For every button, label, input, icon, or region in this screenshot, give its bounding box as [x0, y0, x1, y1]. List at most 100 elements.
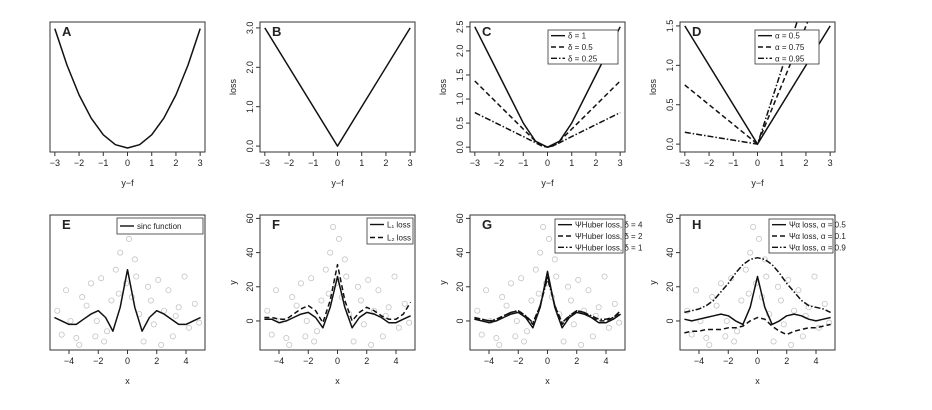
- scatter-point: [343, 273, 350, 280]
- scatter-point: [734, 328, 741, 335]
- panel-c-legend: δ = 1 δ = 0.5 δ = 0.25: [547, 29, 619, 65]
- scatter-point: [474, 307, 481, 314]
- x-axis-title: y−f: [541, 178, 554, 188]
- scatter-point: [713, 302, 720, 309]
- scatter-point: [341, 256, 348, 263]
- x-axis-title: y−f: [751, 178, 764, 188]
- scatter-point: [601, 273, 608, 280]
- panel-d-plot: [684, 22, 831, 145]
- scatter-point: [532, 266, 539, 273]
- x-tick-label: 2: [364, 356, 369, 366]
- scatter-point: [575, 276, 582, 283]
- x-axis-title: y−f: [121, 178, 134, 188]
- y-tick-label: 0.5: [665, 98, 675, 111]
- scatter-point: [551, 256, 558, 263]
- scatter-point: [191, 300, 198, 307]
- scatter-point: [581, 307, 588, 314]
- scatter-point: [750, 223, 757, 230]
- x-tick-label: 0: [545, 356, 550, 366]
- scatter-point: [303, 317, 310, 324]
- scatter-point: [330, 223, 337, 230]
- scatter-point: [181, 273, 188, 280]
- x-tick-label: 0: [755, 158, 760, 168]
- x-tick-label: 0: [125, 158, 130, 168]
- series-line: [264, 27, 411, 147]
- scatter-point: [688, 331, 695, 338]
- panel-h-plot: [684, 223, 833, 348]
- legend-label: α = 0.75: [775, 43, 805, 52]
- x-tick-label: −4: [484, 356, 494, 366]
- panel-g-legend: ΨHuber loss, δ = 4 ΨHuber loss, δ = 2 ΨHub…: [554, 218, 643, 254]
- scatter-point: [382, 312, 389, 319]
- scatter-point: [371, 307, 378, 314]
- scatter-point: [742, 266, 749, 273]
- legend-box: [116, 217, 204, 235]
- scatter-point: [108, 297, 115, 304]
- x-tick-label: −4: [694, 356, 704, 366]
- scatter-point: [545, 235, 552, 242]
- scatter-point: [693, 287, 700, 294]
- scatter-point: [196, 319, 203, 326]
- scatter-point: [314, 328, 321, 335]
- y-axis-title: y: [438, 280, 448, 285]
- x-tick-label: −1: [308, 158, 318, 168]
- scatter-point: [738, 297, 745, 304]
- scatter-point: [308, 275, 315, 282]
- scatter-point: [368, 341, 375, 348]
- scatter-point: [706, 341, 713, 348]
- scatter-point: [401, 300, 408, 307]
- legend-label: ΨHuber loss, δ = 4: [575, 221, 643, 230]
- scatter-point: [722, 333, 729, 340]
- scatter-point: [589, 333, 596, 340]
- scatter-point: [728, 275, 735, 282]
- scatter-point: [616, 319, 623, 326]
- x-tick-label: 0: [125, 356, 130, 366]
- series-line: [474, 111, 621, 148]
- x-tick-label: −2: [723, 356, 733, 366]
- legend-label: L₂ loss: [387, 234, 411, 243]
- legend-label: δ = 0.25: [568, 54, 598, 63]
- x-tick-label: 0: [755, 356, 760, 366]
- scatter-point: [585, 287, 592, 294]
- panel-e-letter: E: [62, 217, 71, 232]
- panel-c-plot: [474, 26, 621, 148]
- scatter-point: [83, 302, 90, 309]
- scatter-point: [101, 338, 108, 345]
- scatter-point: [811, 273, 818, 280]
- panel-d-letter: D: [692, 24, 701, 39]
- scatter-point: [553, 273, 560, 280]
- series-line: [684, 275, 831, 326]
- scatter-point: [395, 324, 402, 331]
- y-tick-label: 20: [665, 282, 675, 292]
- series-line: [264, 275, 411, 329]
- scatter-point: [67, 317, 74, 324]
- legend-label: sinc function: [137, 222, 181, 231]
- x-tick-label: 3: [198, 158, 203, 168]
- scatter-point: [763, 273, 770, 280]
- scatter-point: [785, 276, 792, 283]
- scatter-point: [365, 276, 372, 283]
- y-tick-label: 1.0: [245, 100, 255, 113]
- x-tick-label: 2: [383, 158, 388, 168]
- y-tick-label: 1.5: [455, 69, 465, 82]
- scatter-point: [745, 290, 752, 297]
- scatter-point: [140, 338, 147, 345]
- scatter-point: [104, 328, 111, 335]
- y-axis-title: y: [228, 280, 238, 285]
- panel-b-frame: [259, 21, 416, 153]
- scatter-point: [54, 307, 61, 314]
- x-tick-label: −1: [518, 158, 528, 168]
- scatter-point: [513, 317, 520, 324]
- y-tick-label: 20: [245, 282, 255, 292]
- panel-e-legend: sinc function: [116, 217, 204, 235]
- scatter-point: [385, 304, 392, 311]
- scatter-point: [483, 287, 490, 294]
- panel-b-letter: B: [272, 24, 281, 39]
- legend-label: α = 0.95: [775, 54, 805, 63]
- legend-label: δ = 1: [568, 32, 587, 41]
- y-tick-label: 1.5: [665, 20, 675, 33]
- scatter-point: [375, 287, 382, 294]
- x-tick-label: 3: [408, 158, 413, 168]
